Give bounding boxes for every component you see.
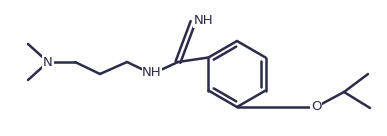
Text: N: N: [43, 55, 53, 69]
Text: O: O: [311, 101, 321, 114]
Text: NH: NH: [142, 67, 162, 80]
Text: NH: NH: [194, 15, 214, 27]
